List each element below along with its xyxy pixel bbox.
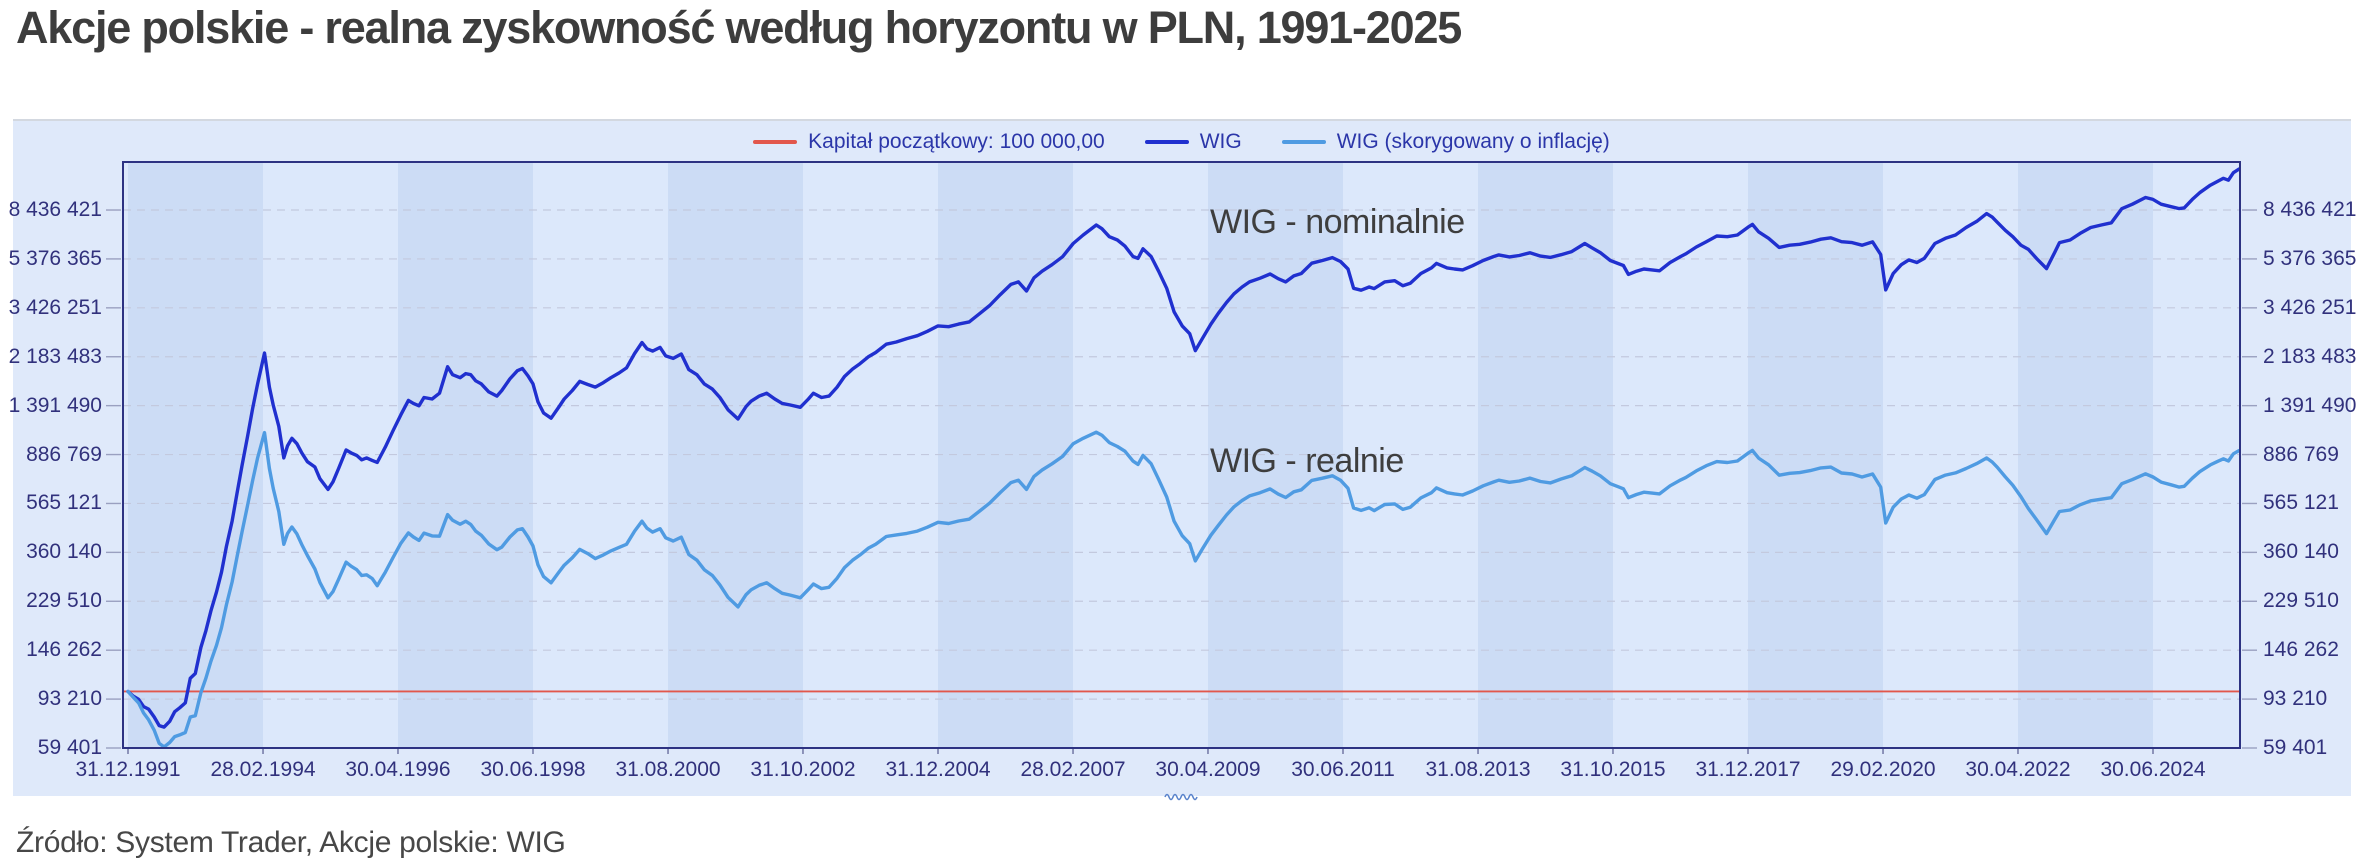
y-axis-label-left-10: 93 210 — [37, 687, 102, 711]
x-axis-label-3: 30.06.1998 — [480, 758, 586, 781]
y-axis-label-right-1: 5 376 365 — [2263, 246, 2357, 270]
x-axis-label-12: 31.12.2017 — [1695, 758, 1801, 781]
y-axis-label-left-11: 59 401 — [37, 736, 102, 759]
scroll-indicator-squiggle — [1164, 793, 1198, 801]
annotation-wig-real: WIG - realnie — [1210, 442, 1404, 480]
x-axis-label-10: 31.08.2013 — [1425, 758, 1531, 781]
annotation-wig-nominal: WIG - nominalnie — [1210, 203, 1465, 241]
x-axis-label-11: 31.10.2015 — [1560, 758, 1666, 781]
legend-swatch-wig-nominal — [1144, 140, 1189, 144]
legend-item-initial-capital[interactable]: Kapitał początkowy: 100 000,00 — [753, 130, 1105, 154]
x-axis-label-5: 31.10.2002 — [750, 758, 856, 781]
legend-label-initial-capital: Kapitał początkowy: 100 000,00 — [808, 130, 1105, 153]
y-axis-label-left-7: 360 140 — [26, 540, 102, 564]
divider-line — [13, 119, 2351, 121]
plot-border — [122, 161, 2241, 749]
x-axis-label-7: 28.02.2007 — [1020, 758, 1126, 781]
y-axis-label-right-8: 229 510 — [2263, 589, 2339, 613]
y-axis-label-right-9: 146 262 — [2263, 638, 2339, 662]
legend-label-wig-real: WIG (skorygowany o inflację) — [1336, 130, 1610, 153]
x-axis-label-4: 31.08.2000 — [615, 758, 721, 781]
y-axis-label-left-0: 8 436 421 — [8, 198, 102, 222]
x-axis-label-8: 30.04.2009 — [1155, 758, 1261, 781]
x-axis-label-9: 30.06.2011 — [1291, 758, 1395, 781]
legend-item-wig-real[interactable]: WIG (skorygowany o inflację) — [1281, 130, 1610, 154]
y-axis-label-left-2: 3 426 251 — [8, 295, 102, 319]
series-line-wig-nominal[interactable] — [126, 167, 2240, 729]
y-axis-label-left-8: 229 510 — [26, 589, 102, 613]
x-axis-label-2: 30.04.1996 — [345, 758, 451, 781]
y-axis-label-right-3: 2 183 483 — [2263, 344, 2357, 368]
y-axis-label-left-5: 886 769 — [26, 442, 102, 466]
y-axis-label-left-6: 565 121 — [26, 491, 102, 515]
y-axis-label-right-4: 1 391 490 — [2263, 393, 2357, 417]
y-axis-label-right-0: 8 436 421 — [2263, 198, 2357, 222]
legend-swatch-wig-real — [1281, 140, 1326, 144]
y-axis-label-right-10: 93 210 — [2263, 687, 2328, 711]
legend-item-wig-nominal[interactable]: WIG — [1144, 130, 1242, 154]
y-axis-label-left-1: 5 376 365 — [8, 246, 102, 270]
series-line-wig-real[interactable] — [126, 430, 2240, 748]
x-axis-label-13: 29.02.2020 — [1830, 758, 1936, 781]
x-axis-label-1: 28.02.1994 — [210, 758, 316, 781]
source-caption: Źródło: System Trader, Akcje polskie: WI… — [16, 826, 566, 859]
y-axis-label-left-9: 146 262 — [26, 638, 102, 662]
y-axis-label-left-4: 1 391 490 — [8, 393, 102, 417]
chart-legend: Kapitał początkowy: 100 000,00 WIG WIG (sk… — [123, 130, 2240, 154]
y-axis-label-right-2: 3 426 251 — [2263, 295, 2357, 319]
legend-label-wig-nominal: WIG — [1199, 130, 1242, 153]
x-axis-label-6: 31.12.2004 — [885, 758, 991, 781]
x-axis-label-15: 30.06.2024 — [2100, 758, 2206, 781]
y-axis-label-right-7: 360 140 — [2263, 540, 2339, 564]
y-axis-label-left-3: 2 183 483 — [8, 344, 102, 368]
x-axis-label-14: 30.04.2022 — [1965, 758, 2071, 781]
legend-swatch-initial-capital — [753, 140, 798, 144]
x-axis-label-0: 31.12.1991 — [75, 758, 181, 781]
y-axis-label-right-11: 59 401 — [2263, 736, 2328, 759]
y-axis-label-right-6: 565 121 — [2263, 491, 2339, 515]
y-axis-label-right-5: 886 769 — [2263, 442, 2339, 466]
page-title: Akcje polskie - realna zyskowność według… — [16, 2, 1462, 53]
